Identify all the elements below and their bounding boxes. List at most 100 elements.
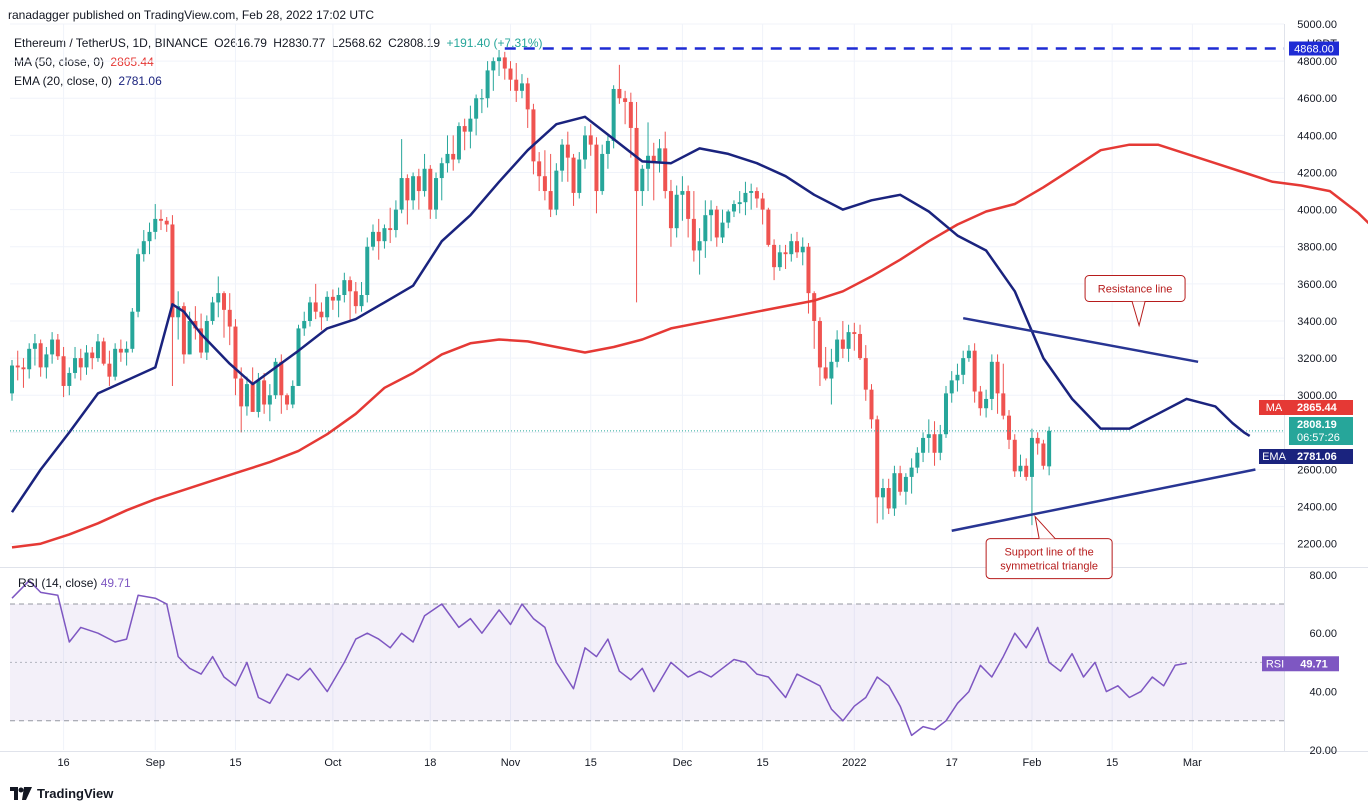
rsi-band	[10, 603, 1284, 722]
candle	[588, 124, 593, 156]
annotation-pointer	[1131, 301, 1146, 328]
candle-body	[731, 204, 736, 212]
time-tick-label: Dec	[673, 757, 693, 769]
candle-body	[703, 215, 708, 242]
candle-body	[846, 332, 851, 349]
candle-body	[474, 98, 479, 119]
candle-body	[560, 144, 565, 171]
badge-label: MA	[1266, 402, 1283, 414]
candle	[726, 209, 731, 229]
candle-body	[892, 473, 897, 509]
candle	[766, 207, 771, 247]
candle-body	[1012, 439, 1017, 472]
annotations: Resistance line Support line of the symmet…	[985, 275, 1186, 580]
ema-group	[10, 115, 1251, 513]
candle	[164, 217, 169, 232]
legend-symbol[interactable]: Ethereum / TetherUS, 1D, BINANCE	[14, 36, 208, 50]
candle-body	[611, 88, 616, 141]
price-tick-label: 2600.00	[1297, 464, 1337, 476]
candle-body	[181, 306, 186, 355]
candle-body	[651, 155, 656, 162]
candle-body	[714, 209, 719, 238]
candle	[869, 384, 874, 429]
candle-body	[55, 339, 60, 357]
candle	[353, 282, 358, 314]
candle-body	[411, 176, 416, 201]
candle	[290, 380, 295, 409]
candle	[204, 315, 209, 360]
legend-ma-label[interactable]: MA (50, close, 0)	[14, 55, 105, 69]
candle	[376, 218, 381, 260]
candle-body	[1035, 437, 1040, 444]
rsi-tick-label: 80.00	[1309, 570, 1337, 582]
candle-body	[61, 356, 66, 386]
candle	[760, 192, 765, 225]
annotation-text: symmetrical triangle	[1000, 561, 1098, 573]
candle-body	[766, 209, 771, 245]
candle	[835, 330, 840, 368]
candle-body	[199, 328, 204, 353]
candle	[15, 350, 20, 381]
candle	[491, 57, 496, 91]
candle-body	[485, 70, 490, 99]
candle	[158, 209, 163, 231]
price-tick-label: 2200.00	[1297, 539, 1337, 551]
candle	[210, 296, 215, 325]
legend-ema-label[interactable]: EMA (20, close, 0)	[14, 74, 113, 88]
candle-body	[434, 178, 439, 210]
candle-body	[445, 153, 450, 164]
footer-brand[interactable]: TradingView	[10, 786, 113, 801]
candle	[222, 291, 227, 338]
candle	[359, 282, 364, 312]
candle-body	[244, 384, 249, 407]
badge-bg	[1289, 41, 1339, 56]
candle-body	[10, 365, 14, 394]
candle-body	[330, 296, 335, 301]
candle	[107, 350, 112, 386]
price-badge: MA 2865.44	[1259, 400, 1353, 415]
candle	[147, 222, 152, 255]
rsi-legend-label[interactable]: RSI (14, close)	[18, 576, 98, 590]
candle-body	[674, 194, 679, 229]
candle-body	[170, 224, 175, 318]
candle	[84, 345, 89, 375]
candle	[720, 209, 725, 244]
badge-bg	[1289, 656, 1339, 672]
rsi-tick-label: 40.00	[1309, 687, 1337, 699]
badge-label: RSI	[1266, 658, 1284, 670]
candle-body	[623, 98, 628, 102]
candle	[136, 248, 141, 318]
candle	[170, 215, 175, 386]
candle-body	[250, 384, 255, 412]
support-line	[951, 468, 1256, 532]
candle	[875, 415, 880, 524]
candle	[21, 358, 26, 388]
legend-ma-value: 2865.44	[110, 55, 154, 69]
candle-body	[617, 88, 622, 99]
candle	[370, 224, 375, 251]
candle	[777, 244, 782, 271]
candle	[428, 165, 433, 219]
candle-body	[835, 339, 840, 362]
candle	[863, 345, 868, 401]
candle	[932, 421, 937, 466]
candle-body	[995, 361, 1000, 394]
candle-body	[583, 135, 587, 160]
candle-body	[709, 209, 714, 216]
candle-body	[233, 326, 238, 379]
candle-body	[1018, 465, 1023, 472]
candle	[731, 200, 736, 218]
candle	[548, 153, 553, 218]
candle	[892, 465, 897, 516]
candle-body	[124, 348, 129, 353]
candle	[651, 142, 656, 201]
candle	[915, 447, 920, 474]
badge-value: 2865.44	[1297, 402, 1338, 414]
candle	[972, 343, 977, 403]
candle-body	[399, 178, 404, 210]
candle	[1024, 458, 1029, 481]
candle	[141, 230, 146, 262]
candle-body	[514, 79, 519, 91]
candle-body	[405, 178, 410, 201]
